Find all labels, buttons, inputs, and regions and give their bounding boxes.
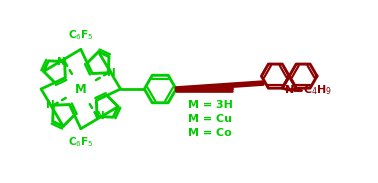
Text: C$_4$H$_9$: C$_4$H$_9$ [303, 83, 332, 97]
Text: M = Co: M = Co [188, 128, 232, 138]
Text: M: M [75, 83, 87, 96]
Text: M = 3H: M = 3H [188, 100, 233, 110]
Text: N: N [285, 85, 294, 95]
Text: N: N [46, 100, 55, 110]
Text: N: N [96, 111, 104, 122]
Text: C$_6$F$_5$: C$_6$F$_5$ [68, 29, 94, 42]
Text: N: N [107, 68, 116, 78]
Text: C$_6$F$_5$: C$_6$F$_5$ [68, 136, 94, 150]
Text: N: N [57, 57, 66, 67]
Text: M = Cu: M = Cu [188, 114, 232, 124]
